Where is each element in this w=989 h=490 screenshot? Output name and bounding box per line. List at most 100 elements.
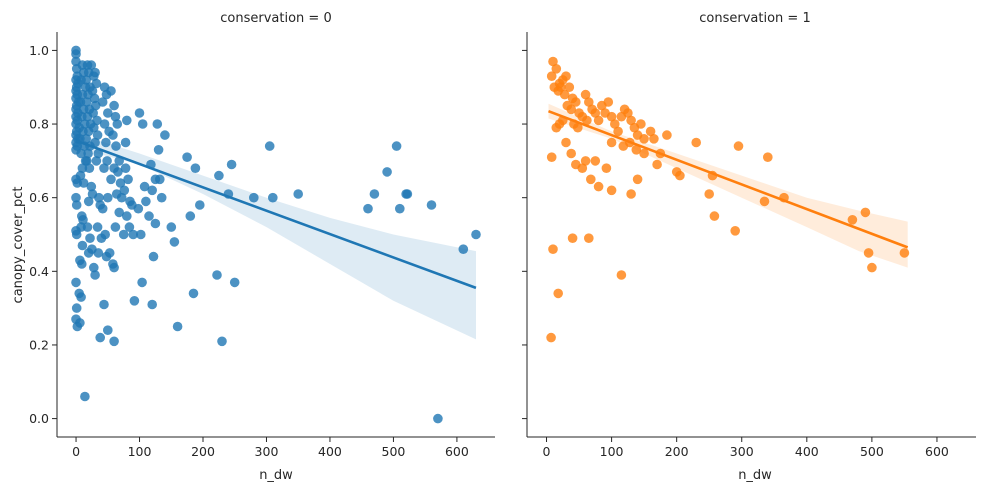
x-tick-label: 100: [128, 444, 152, 459]
data-point: [546, 332, 556, 343]
data-point: [166, 222, 177, 232]
data-point: [91, 156, 102, 166]
data-point: [730, 226, 740, 236]
data-point: [426, 200, 437, 210]
data-point: [90, 137, 100, 148]
data-point: [626, 189, 636, 199]
data-point: [110, 111, 121, 122]
y-tick-label: 0.0: [29, 411, 49, 426]
data-point: [109, 262, 119, 273]
data-point: [402, 189, 413, 199]
data-point: [137, 277, 147, 288]
data-point: [616, 270, 627, 280]
data-point: [123, 174, 133, 185]
data-point: [97, 203, 108, 214]
data-point: [391, 141, 402, 151]
data-point: [691, 137, 701, 148]
data-point: [606, 137, 617, 148]
data-point: [188, 288, 199, 299]
x-tick-label: 300: [255, 444, 279, 459]
data-point: [93, 148, 104, 159]
data-point: [120, 137, 131, 148]
y-tick-label: 0.6: [29, 190, 49, 205]
data-point: [120, 163, 131, 173]
data-point: [139, 181, 150, 192]
data-point: [88, 108, 98, 118]
data-point: [264, 141, 275, 151]
x-axis-label: n_dw: [738, 468, 772, 483]
data-point: [99, 299, 109, 310]
x-tick-label: 0: [72, 444, 80, 459]
data-point: [584, 97, 594, 107]
panel-title-conservation-0: conservation = 0: [220, 11, 331, 26]
data-point: [226, 159, 237, 170]
data-point: [85, 233, 95, 243]
data-point: [709, 211, 720, 221]
data-point: [87, 86, 98, 96]
data-point: [103, 108, 113, 118]
data-point: [71, 200, 82, 210]
x-tick-label: 400: [318, 444, 342, 459]
data-point: [548, 56, 558, 67]
data-point: [584, 233, 594, 243]
data-point: [106, 174, 116, 185]
data-point: [124, 222, 135, 232]
data-point: [100, 229, 110, 240]
data-point: [136, 229, 146, 240]
data-point: [122, 115, 132, 126]
data-point: [899, 248, 910, 258]
data-point: [134, 108, 145, 118]
data-point: [133, 203, 144, 214]
data-point: [217, 336, 227, 347]
data-point: [77, 163, 88, 173]
x-tick-label: 500: [860, 444, 884, 459]
data-point: [567, 233, 578, 243]
data-point: [92, 222, 103, 232]
data-point: [118, 229, 129, 240]
data-point: [150, 218, 161, 229]
data-point: [382, 167, 392, 177]
data-point: [733, 141, 744, 151]
data-point: [551, 64, 562, 74]
y-tick-label: 0.2: [29, 337, 49, 352]
data-point: [78, 178, 89, 188]
x-tick-label: 200: [665, 444, 689, 459]
y-ticks-conservation-1: [522, 49, 527, 420]
data-point: [553, 288, 563, 299]
data-point: [631, 145, 642, 155]
y-tick-label: 0.8: [29, 117, 49, 132]
data-point: [76, 148, 86, 159]
data-point: [81, 75, 91, 85]
points-conservation-0: [71, 45, 481, 424]
data-point: [95, 332, 105, 343]
data-point: [82, 222, 93, 232]
data-point: [94, 192, 104, 203]
data-point: [71, 49, 81, 59]
data-point: [104, 248, 115, 258]
data-point: [122, 211, 132, 221]
data-point: [471, 229, 481, 240]
data-point: [114, 207, 124, 218]
data-point: [582, 115, 592, 126]
regression-line-conservation-1: [548, 109, 909, 249]
regression-line-conservation-0: [75, 139, 477, 290]
data-point: [83, 196, 94, 207]
x-tick-label: 400: [795, 444, 819, 459]
data-point: [867, 262, 877, 273]
data-point: [636, 119, 646, 129]
data-point: [80, 391, 90, 402]
panel-conservation-0: conservation = 0 0 100 200 300 400 500 600 0.0…: [11, 11, 495, 483]
data-point: [182, 152, 192, 162]
data-point: [613, 126, 623, 137]
data-point: [86, 60, 97, 70]
ci-band-conservation-0: [76, 133, 476, 340]
data-point: [639, 148, 649, 159]
data-point: [153, 145, 164, 155]
data-point: [561, 137, 571, 148]
x-tick-label: 200: [191, 444, 215, 459]
data-point: [119, 185, 130, 196]
data-point: [109, 336, 119, 347]
x-axis-label: n_dw: [259, 468, 293, 483]
data-point: [704, 189, 714, 199]
